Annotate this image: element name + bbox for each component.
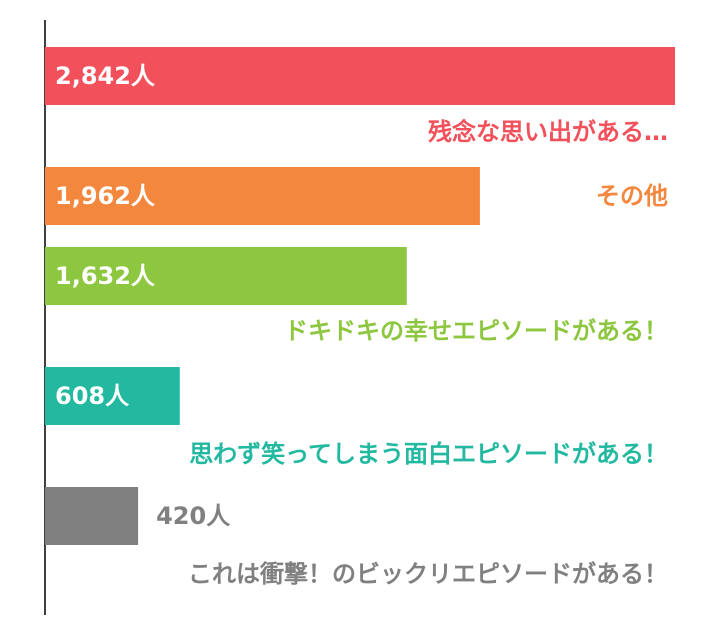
category-label: その他: [596, 182, 668, 210]
value-label: 608人: [55, 382, 129, 410]
category-label: ドキドキの幸せエピソードがある！: [284, 317, 668, 345]
category-label: 残念な思い出がある…: [428, 118, 668, 146]
bar: [45, 367, 180, 425]
value-label: 2,842人: [55, 62, 155, 90]
category-label: これは衝撃！のビックリエピソードがある！: [188, 560, 668, 588]
bar: [45, 247, 407, 305]
value-label: 420人: [156, 502, 230, 530]
category-label: 思わず笑ってしまう面白エピソードがある！: [189, 440, 668, 468]
value-label: 1,962人: [55, 182, 155, 210]
bar: [45, 47, 675, 105]
value-label: 1,632人: [55, 262, 155, 290]
bar: [45, 487, 139, 545]
bar: [45, 167, 480, 225]
